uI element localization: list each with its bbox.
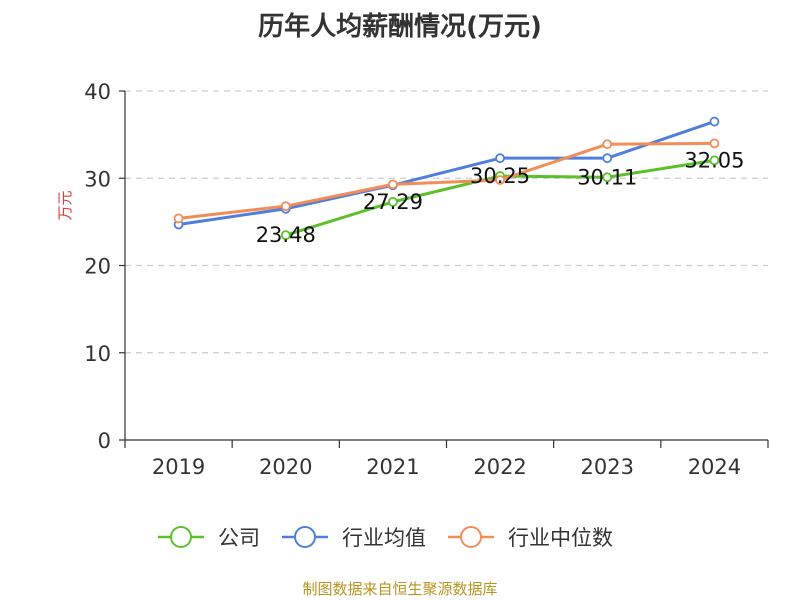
legend-label: 公司 bbox=[218, 526, 260, 550]
data-point[interactable] bbox=[709, 155, 720, 166]
y-tick-label: 30 bbox=[84, 167, 111, 191]
y-tick-label: 20 bbox=[84, 255, 111, 279]
legend-marker bbox=[294, 526, 316, 548]
legend-item-1[interactable]: 公司 bbox=[158, 526, 260, 550]
data-point[interactable] bbox=[709, 116, 720, 127]
series-lines bbox=[173, 116, 720, 241]
data-label: 32.05 bbox=[684, 148, 744, 172]
y-tick-label: 10 bbox=[84, 342, 111, 366]
data-point[interactable] bbox=[388, 196, 398, 207]
data-point[interactable] bbox=[495, 175, 505, 185]
data-label: 30.11 bbox=[577, 165, 637, 189]
x-tick-label: 2023 bbox=[581, 455, 634, 479]
x-tick-label: 2021 bbox=[366, 455, 419, 479]
legend-marker bbox=[460, 526, 482, 548]
data-label: 23.48 bbox=[256, 223, 316, 247]
x-tick-label: 2022 bbox=[473, 455, 526, 479]
data-point[interactable] bbox=[602, 172, 613, 183]
x-tick-label: 2019 bbox=[152, 455, 205, 479]
data-labels: 23.48 27.29 30.25 30.11 32.05 bbox=[256, 148, 745, 247]
axes: 0 10 20 30 40 2019 2020 2021 2022 2023 2024 万元 bbox=[56, 80, 769, 479]
data-point[interactable] bbox=[388, 179, 398, 190]
data-label: 27.29 bbox=[363, 190, 423, 214]
data-point[interactable] bbox=[280, 230, 291, 241]
data-point[interactable] bbox=[602, 153, 613, 164]
legend-label: 行业均值 bbox=[342, 526, 426, 550]
data-label: 30.25 bbox=[470, 164, 530, 188]
legend-item-2[interactable]: 行业均值 bbox=[282, 526, 426, 550]
x-tick-label: 2024 bbox=[688, 455, 741, 479]
data-point[interactable] bbox=[495, 153, 505, 164]
legend: 公司 行业均值 行业中位数 bbox=[158, 526, 613, 550]
data-point[interactable] bbox=[173, 213, 184, 224]
legend-item-3[interactable]: 行业中位数 bbox=[448, 526, 613, 550]
chart-title: 历年人均薪酬情况(万元) bbox=[258, 12, 542, 42]
series-line-3 bbox=[177, 141, 716, 220]
y-tick-label: 40 bbox=[84, 80, 111, 104]
gridlines bbox=[125, 90, 768, 354]
data-point[interactable] bbox=[602, 139, 613, 150]
data-point[interactable] bbox=[709, 138, 720, 149]
y-axis-unit-label: 万元 bbox=[56, 190, 74, 220]
y-tick-label: 0 bbox=[98, 429, 111, 453]
legend-marker bbox=[170, 526, 192, 548]
data-point[interactable] bbox=[280, 201, 291, 212]
data-source-note: 制图数据来自恒生聚源数据库 bbox=[302, 580, 498, 598]
legend-label: 行业中位数 bbox=[508, 526, 613, 550]
x-tick-label: 2020 bbox=[259, 455, 312, 479]
series-line-2 bbox=[177, 120, 716, 226]
